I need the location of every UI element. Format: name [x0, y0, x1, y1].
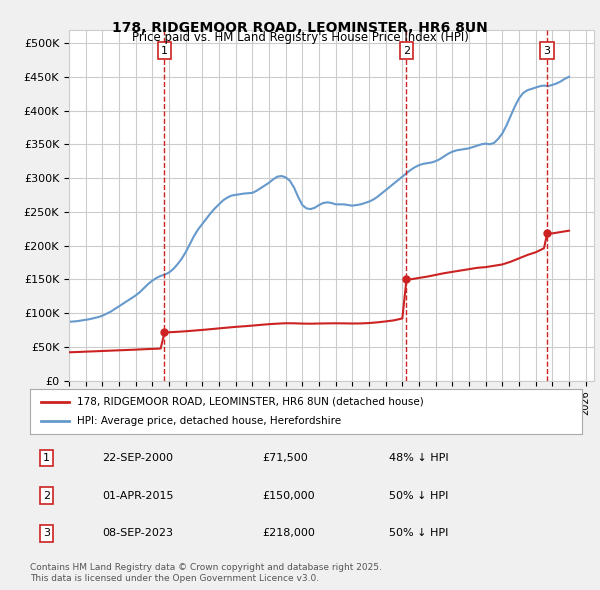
Text: Contains HM Land Registry data © Crown copyright and database right 2025.
This d: Contains HM Land Registry data © Crown c…	[30, 563, 382, 583]
Text: 22-SEP-2000: 22-SEP-2000	[102, 453, 173, 463]
Text: 08-SEP-2023: 08-SEP-2023	[102, 529, 173, 538]
Text: 01-APR-2015: 01-APR-2015	[102, 491, 173, 500]
Text: Price paid vs. HM Land Registry's House Price Index (HPI): Price paid vs. HM Land Registry's House …	[131, 31, 469, 44]
Text: HPI: Average price, detached house, Herefordshire: HPI: Average price, detached house, Here…	[77, 417, 341, 426]
Text: 2: 2	[43, 491, 50, 500]
Text: £150,000: £150,000	[262, 491, 314, 500]
Text: £71,500: £71,500	[262, 453, 308, 463]
Text: 50% ↓ HPI: 50% ↓ HPI	[389, 529, 448, 538]
Text: 3: 3	[43, 529, 50, 538]
Text: 178, RIDGEMOOR ROAD, LEOMINSTER, HR6 8UN: 178, RIDGEMOOR ROAD, LEOMINSTER, HR6 8UN	[112, 21, 488, 35]
Text: 1: 1	[161, 45, 168, 55]
Text: £218,000: £218,000	[262, 529, 315, 538]
Text: 48% ↓ HPI: 48% ↓ HPI	[389, 453, 448, 463]
Text: 178, RIDGEMOOR ROAD, LEOMINSTER, HR6 8UN (detached house): 178, RIDGEMOOR ROAD, LEOMINSTER, HR6 8UN…	[77, 397, 424, 407]
Text: 1: 1	[43, 453, 50, 463]
Text: 50% ↓ HPI: 50% ↓ HPI	[389, 491, 448, 500]
Text: 2: 2	[403, 45, 410, 55]
Text: 3: 3	[544, 45, 551, 55]
